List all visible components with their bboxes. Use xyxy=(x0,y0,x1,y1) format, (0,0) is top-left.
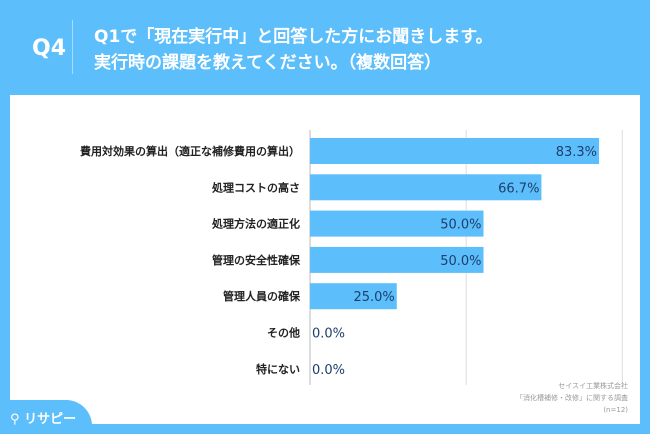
category-label: 処理方法の適正化 xyxy=(211,217,300,231)
logo-tab xyxy=(0,400,92,434)
value-label: 66.7% xyxy=(498,181,539,196)
value-label: 0.0% xyxy=(312,327,345,342)
bar xyxy=(310,246,484,273)
category-label: 処理コストの高さ xyxy=(211,180,300,194)
category-label: 管理の安全性確保 xyxy=(212,253,301,267)
logo: ⚲ リサピー xyxy=(10,412,77,427)
category-label: 特にない xyxy=(256,362,300,376)
value-label: 50.0% xyxy=(440,254,481,269)
value-label: 0.0% xyxy=(312,363,345,378)
question-title-line1: Q1で「現在実行中」と回答した方にお聞きします。 xyxy=(94,27,493,47)
question-title-line2: 実行時の課題を教えてください。（複数回答） xyxy=(94,53,442,73)
value-label: 25.0% xyxy=(353,290,394,305)
divider xyxy=(72,20,73,74)
value-label: 83.3% xyxy=(556,145,597,160)
source-company: セイスイ工業株式会社 xyxy=(558,382,628,390)
category-label: その他 xyxy=(267,326,300,340)
bar xyxy=(310,138,600,164)
bar xyxy=(310,174,542,201)
sample-size: (n=12) xyxy=(603,406,628,414)
value-label: 50.0% xyxy=(440,218,481,233)
bar xyxy=(310,210,484,237)
question-number: Q4 xyxy=(32,36,67,61)
category-label: 管理人員の確保 xyxy=(223,289,301,303)
bar xyxy=(310,283,397,310)
source-survey: 「消化槽補修・改修」に関する調査 xyxy=(516,394,628,402)
source-note: セイスイ工業株式会社 「消化槽補修・改修」に関する調査 (n=12) xyxy=(516,380,628,416)
category-label: 費用対効果の算出（適正な補修費用の算出） xyxy=(79,144,300,158)
